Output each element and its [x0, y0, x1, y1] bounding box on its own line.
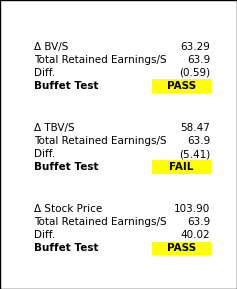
Text: Total Retained Earnings/S: Total Retained Earnings/S: [34, 136, 167, 146]
Text: PASS: PASS: [167, 243, 196, 253]
Text: Diff.: Diff.: [34, 230, 55, 240]
Text: (5.41): (5.41): [179, 149, 210, 159]
Text: Total Retained Earnings/S: Total Retained Earnings/S: [34, 217, 167, 227]
Text: Diff.: Diff.: [34, 68, 55, 78]
FancyBboxPatch shape: [152, 79, 210, 93]
Text: 63.29: 63.29: [181, 42, 210, 52]
Text: 63.9: 63.9: [187, 55, 210, 65]
FancyBboxPatch shape: [152, 242, 210, 255]
Text: Δ Stock Price: Δ Stock Price: [34, 204, 102, 214]
Text: Buffet Test: Buffet Test: [34, 162, 99, 172]
Text: Total Retained Earnings/S: Total Retained Earnings/S: [34, 55, 167, 65]
Text: FAIL: FAIL: [169, 162, 193, 172]
Text: Buffet Test: Buffet Test: [34, 81, 99, 91]
Text: Δ TBV/S: Δ TBV/S: [34, 123, 75, 133]
Text: 63.9: 63.9: [187, 217, 210, 227]
Text: (0.59): (0.59): [179, 68, 210, 78]
Text: 63.9: 63.9: [187, 136, 210, 146]
Text: PASS: PASS: [167, 81, 196, 91]
Text: Δ BV/S: Δ BV/S: [34, 42, 68, 52]
FancyBboxPatch shape: [152, 160, 210, 174]
Text: Diff.: Diff.: [34, 149, 55, 159]
Text: 40.02: 40.02: [181, 230, 210, 240]
Text: 58.47: 58.47: [181, 123, 210, 133]
Text: 103.90: 103.90: [174, 204, 210, 214]
Text: Buffet Test: Buffet Test: [34, 243, 99, 253]
